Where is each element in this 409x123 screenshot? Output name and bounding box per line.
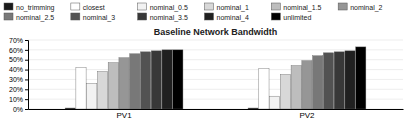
legend-item: closest (71, 3, 105, 11)
legend-swatch (71, 3, 80, 10)
y-axis-line (25, 41, 29, 110)
legend-label: nominal_1 (217, 4, 249, 12)
bar (173, 50, 183, 109)
legend-item: nominal_4 (205, 13, 249, 22)
y-tick-label: 60% (9, 47, 23, 54)
y-tick: 40% (9, 66, 28, 73)
y-tick: 20% (9, 86, 28, 93)
y-tick: 70% (9, 37, 28, 44)
y-tick-label: 30% (9, 76, 23, 83)
bar (108, 63, 118, 109)
y-tick-mark (25, 79, 28, 80)
x-tick-label: PV2 (299, 111, 315, 120)
bar (87, 83, 97, 109)
bar-series (173, 47, 366, 109)
legend-label: closest (83, 4, 105, 11)
legend-item: nominal_2.5 (4, 13, 54, 22)
legend-swatch (4, 3, 13, 10)
bar (280, 75, 290, 110)
legend-label: nominal_4 (217, 14, 249, 22)
y-tick-label: 40% (9, 66, 23, 73)
legend-item: nominal_1.5 (271, 3, 321, 12)
y-tick-label: 70% (9, 37, 23, 44)
y-tick-label: 20% (9, 86, 23, 93)
y-tick: 10% (9, 96, 28, 103)
bar (119, 58, 129, 109)
legend-swatch (205, 13, 214, 20)
legend-swatch (138, 13, 147, 20)
y-tick: 0% (13, 106, 28, 113)
bar (259, 69, 269, 109)
legend-item: unlimited (271, 13, 311, 21)
legend-label: nominal_0.5 (150, 4, 188, 12)
grid (28, 40, 403, 109)
legend-item: nominal_3.5 (138, 13, 188, 22)
y-tick: 30% (9, 76, 28, 83)
bar (291, 66, 301, 109)
title: Baseline Network Bandwidth (154, 27, 278, 37)
bar (162, 50, 172, 109)
legend-label: nominal_2 (350, 4, 382, 12)
legend-item: nominal_3 (71, 13, 115, 22)
legend-swatch (205, 3, 214, 10)
bar-series (151, 51, 344, 109)
x-tick-label: PV1 (116, 111, 132, 120)
legend: no_trimmingclosestnominal_0.5nominal_1no… (4, 3, 383, 22)
bar (345, 51, 355, 109)
bar (270, 96, 280, 109)
bar (140, 52, 150, 109)
legend-item: nominal_1 (205, 3, 249, 12)
bar-series (162, 50, 355, 109)
y-tick-mark (25, 89, 28, 90)
bar (65, 108, 75, 109)
legend-label: nominal_1.5 (283, 4, 321, 12)
legend-label: unlimited (283, 14, 311, 21)
y-tick-mark (25, 109, 28, 110)
y-tick-mark (25, 99, 28, 100)
legend-swatch (4, 13, 13, 20)
bar (76, 68, 86, 109)
y-tick: 60% (9, 47, 28, 54)
legend-item: no_trimming (4, 3, 55, 12)
legend-label: no_trimming (16, 4, 55, 12)
bar (323, 53, 333, 109)
grid-line (28, 49, 403, 50)
bar (356, 47, 366, 109)
legend-item: nominal_2 (338, 3, 382, 12)
y-tick-mark (25, 70, 28, 71)
legend-label: nominal_2.5 (16, 14, 54, 22)
y-tick-label: 10% (9, 96, 23, 103)
bar (151, 51, 161, 109)
legend-swatch (138, 3, 147, 10)
y-tick-mark (25, 40, 28, 41)
x-axis-line (29, 109, 404, 110)
bar (248, 108, 258, 109)
chart: 0% 10% 20% 30% 40% 50% 60% 70% PV1 PV2 Baseline Ne… (0, 0, 409, 123)
y-axis: 0% 10% 20% 30% 40% 50% 60% 70% (9, 37, 29, 113)
x-tick: PV1 (116, 109, 132, 120)
bar (313, 56, 323, 109)
bar (97, 72, 107, 109)
y-tick-label: 50% (9, 56, 23, 63)
x-axis: PV1 PV2 (29, 109, 404, 120)
x-tick: PV2 (299, 109, 315, 120)
bars (65, 47, 366, 109)
bar-series (76, 68, 269, 109)
legend-label: nominal_3 (83, 14, 115, 22)
legend-swatch (338, 3, 347, 10)
legend-swatch (271, 13, 280, 20)
y-tick-mark (25, 50, 28, 51)
grid-line (28, 40, 403, 41)
bar (334, 52, 344, 109)
legend-label: nominal_3.5 (150, 14, 188, 22)
legend-item: nominal_0.5 (138, 3, 188, 12)
y-tick-mark (25, 60, 28, 61)
y-tick-label: 0% (13, 106, 23, 113)
bar (130, 54, 140, 109)
bar (302, 61, 312, 109)
legend-swatch (71, 13, 80, 20)
y-tick: 50% (9, 56, 28, 63)
legend-swatch (271, 3, 280, 10)
